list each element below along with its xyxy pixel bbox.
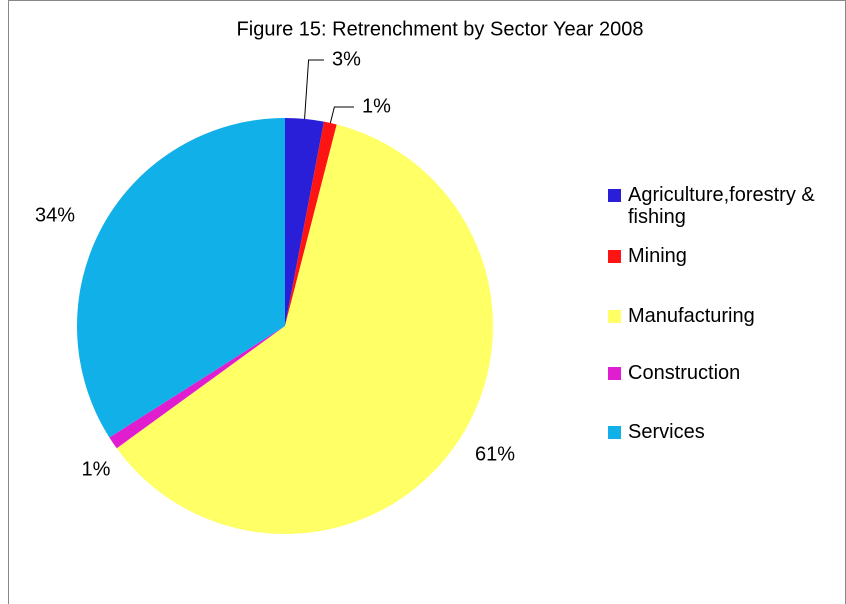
legend-swatch — [608, 310, 621, 323]
legend-label: Agriculture,forestry & fishing — [628, 184, 815, 228]
legend-swatch — [608, 250, 621, 263]
data-label: 1% — [362, 95, 391, 117]
pie-slice — [76, 118, 285, 438]
legend-item: Services — [608, 421, 844, 443]
legend-swatch — [608, 189, 621, 202]
legend-label: Mining — [628, 245, 687, 267]
pie-slice — [116, 124, 494, 535]
legend-item: Manufacturing — [608, 305, 844, 327]
data-label: 1% — [82, 458, 111, 480]
pie-slice — [285, 118, 324, 326]
legend-item: Mining — [608, 245, 844, 267]
data-label: 3% — [332, 48, 361, 70]
leader-line — [329, 106, 354, 124]
leader-line — [304, 59, 324, 119]
legend-swatch — [608, 426, 621, 439]
legend-item: Construction — [608, 362, 844, 384]
chart-title: Figure 15: Retrenchment by Sector Year 2… — [237, 18, 644, 40]
legend-swatch — [608, 367, 621, 380]
legend-item: Agriculture,forestry & fishing — [608, 184, 844, 228]
data-label: 34% — [35, 204, 75, 226]
pie-slice — [285, 121, 337, 326]
legend-label: Construction — [628, 362, 741, 384]
legend-label: Manufacturing — [628, 305, 755, 327]
pie-slice — [109, 326, 285, 449]
legend-label: Services — [628, 421, 705, 443]
data-label: 61% — [475, 443, 515, 465]
